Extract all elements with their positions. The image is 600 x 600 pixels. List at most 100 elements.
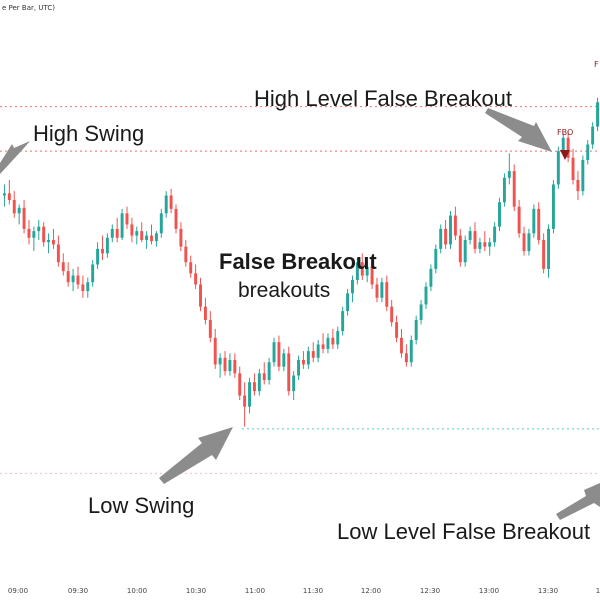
candle-body bbox=[478, 242, 482, 249]
candle-body bbox=[37, 226, 41, 232]
candle-body bbox=[360, 262, 364, 276]
candle-body bbox=[444, 228, 448, 245]
candle-body bbox=[404, 353, 408, 363]
candle bbox=[370, 260, 374, 289]
low-fbo-label: Low Level False Breakout bbox=[337, 519, 590, 544]
candle bbox=[419, 300, 423, 325]
candle bbox=[537, 202, 541, 245]
candle bbox=[61, 253, 65, 276]
candle-body bbox=[453, 215, 457, 236]
candle bbox=[385, 275, 389, 312]
candle bbox=[179, 222, 183, 252]
candle bbox=[498, 197, 501, 232]
candle bbox=[306, 346, 310, 369]
candle bbox=[86, 277, 90, 298]
candle-body bbox=[591, 126, 595, 145]
candle-body bbox=[468, 231, 472, 240]
candle bbox=[184, 240, 188, 267]
candle bbox=[135, 226, 139, 245]
candle-body bbox=[169, 195, 173, 209]
candle bbox=[199, 277, 202, 312]
x-tick-label: 10:00 bbox=[127, 587, 147, 595]
high-fbo-arrow bbox=[485, 108, 552, 152]
candle bbox=[424, 282, 428, 309]
candle bbox=[22, 200, 26, 234]
candle-body bbox=[66, 271, 70, 283]
candle-body bbox=[409, 340, 413, 363]
candle bbox=[233, 353, 237, 378]
candle bbox=[341, 306, 345, 336]
candle-body bbox=[350, 280, 354, 294]
candle bbox=[91, 260, 95, 287]
candle bbox=[203, 297, 207, 325]
candle-body bbox=[282, 353, 286, 367]
candle-body bbox=[2, 193, 6, 196]
x-tick-label: 09:30 bbox=[68, 587, 88, 595]
candle bbox=[449, 211, 452, 249]
candle bbox=[517, 200, 521, 238]
candle-body bbox=[287, 353, 291, 392]
candle bbox=[493, 222, 497, 247]
candle bbox=[223, 351, 227, 376]
candle bbox=[458, 228, 462, 267]
candle bbox=[213, 328, 217, 369]
candle bbox=[101, 235, 104, 260]
candle bbox=[468, 226, 472, 245]
candle-body bbox=[561, 137, 565, 152]
candle bbox=[350, 275, 354, 303]
candle-body bbox=[458, 235, 462, 263]
candle-body bbox=[326, 337, 330, 349]
candle-body bbox=[556, 151, 560, 185]
candle bbox=[37, 220, 41, 240]
candle bbox=[542, 233, 546, 274]
candle bbox=[164, 191, 168, 218]
candle bbox=[453, 206, 457, 240]
candle-body bbox=[27, 228, 31, 238]
candle bbox=[252, 373, 256, 396]
candle bbox=[463, 235, 467, 267]
candle-body bbox=[51, 240, 55, 245]
candle-body bbox=[115, 228, 119, 238]
candle bbox=[547, 224, 551, 278]
candle-body bbox=[61, 262, 65, 272]
candle-body bbox=[47, 240, 51, 243]
chart-title: False Breakout bbox=[219, 249, 377, 274]
candle-body bbox=[527, 233, 531, 252]
candle-body bbox=[365, 266, 369, 276]
candle bbox=[409, 335, 413, 367]
candle bbox=[571, 148, 575, 185]
candle bbox=[395, 315, 399, 343]
candle-body bbox=[164, 195, 168, 214]
candle bbox=[404, 344, 408, 367]
candle-body bbox=[22, 207, 26, 229]
candle bbox=[218, 353, 222, 378]
candle-body bbox=[130, 224, 134, 236]
candle bbox=[532, 204, 536, 238]
candle bbox=[355, 257, 359, 285]
candle bbox=[576, 171, 580, 200]
candle-body bbox=[17, 207, 21, 214]
candle bbox=[115, 217, 119, 243]
low-swing-label: Low Swing bbox=[88, 493, 194, 518]
candle bbox=[311, 342, 315, 363]
candle-body bbox=[517, 206, 521, 234]
candle-body bbox=[390, 306, 394, 323]
candle bbox=[145, 231, 149, 249]
x-tick-label: 10:30 bbox=[186, 587, 206, 595]
candle bbox=[159, 208, 163, 238]
high-swing-label: High Swing bbox=[33, 121, 144, 146]
candle bbox=[125, 206, 129, 229]
x-tick-label: 13:00 bbox=[479, 587, 499, 595]
high-swing-arrow bbox=[0, 141, 30, 174]
candle-body bbox=[414, 320, 418, 340]
candle bbox=[76, 266, 80, 289]
candle-body bbox=[473, 231, 477, 249]
candle bbox=[527, 228, 531, 256]
candle bbox=[243, 382, 247, 427]
candle bbox=[556, 146, 560, 189]
x-tick-label: 11:30 bbox=[303, 587, 323, 595]
candle bbox=[42, 222, 46, 247]
candle-body bbox=[203, 306, 207, 320]
candle bbox=[336, 326, 340, 349]
candle-body bbox=[542, 240, 546, 269]
